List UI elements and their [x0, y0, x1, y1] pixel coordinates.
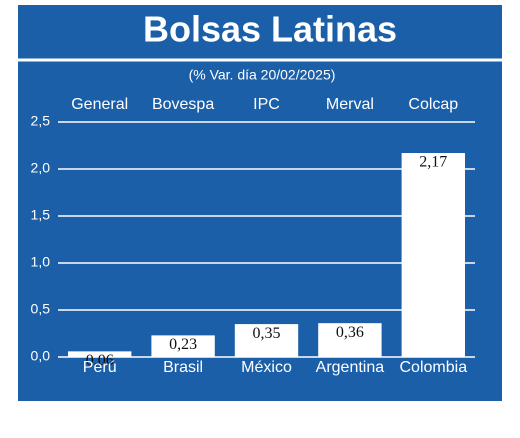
y-tick-label: 1,0 [31, 254, 51, 270]
y-tick-label: 2,5 [31, 113, 51, 129]
y-tick-label: 2,0 [31, 160, 51, 176]
bar [318, 323, 382, 357]
y-tick-label: 0,0 [31, 348, 51, 364]
y-tick-label: 0,5 [31, 301, 51, 317]
bar [151, 335, 215, 357]
index-name: General [71, 96, 128, 113]
index-name: Bovespa [152, 96, 214, 113]
index-name: Colcap [408, 96, 458, 113]
bar [234, 324, 299, 357]
bar [401, 153, 465, 357]
value-label: 0,23 [169, 336, 197, 353]
x-tick-label: Brasil [163, 359, 203, 376]
value-label: 0,35 [253, 325, 281, 342]
chart-title: Bolsas Latinas [143, 9, 397, 50]
index-name: Merval [326, 96, 374, 113]
x-tick-label: México [241, 359, 292, 376]
bar [68, 351, 132, 357]
x-tick-label: Argentina [316, 359, 385, 376]
value-label: 2,17 [419, 154, 447, 171]
chart-subtitle: (% Var. día 20/02/2025) [189, 67, 336, 83]
value-label: 0,36 [336, 324, 364, 341]
y-tick-label: 1,5 [31, 207, 51, 223]
x-tick-label: Colombia [400, 359, 468, 376]
value-label: 0,06 [86, 352, 114, 369]
x-tick-label: Perú [83, 359, 117, 376]
index-name: IPC [253, 96, 280, 113]
